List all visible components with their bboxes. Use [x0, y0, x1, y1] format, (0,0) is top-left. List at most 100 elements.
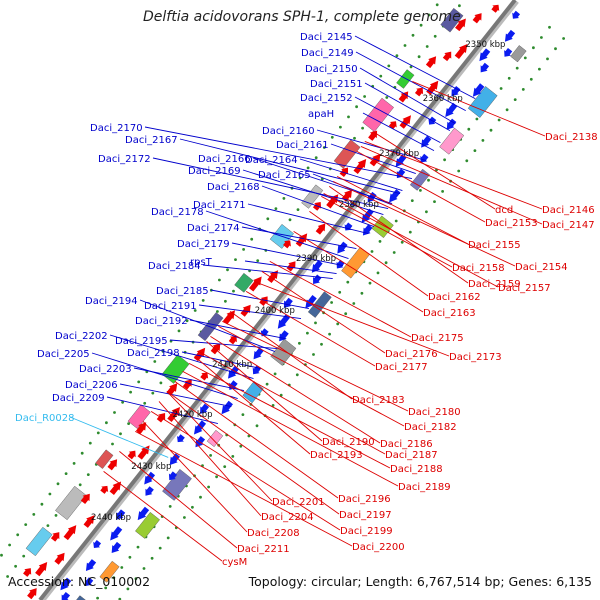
reverse-gene-arrow[interactable] [53, 550, 68, 566]
forward-gene-label[interactable]: apaH [308, 109, 334, 120]
forward-gene-arrow[interactable] [442, 102, 459, 120]
reverse-gene-label[interactable]: Daci_2157 [498, 283, 551, 294]
reverse-gene-label[interactable]: Daci_2153 [485, 218, 538, 229]
forward-gene-arrow[interactable] [90, 539, 102, 551]
reverse-gene-arrow[interactable] [209, 340, 223, 355]
reverse-gene-label[interactable]: Daci_2190 [322, 437, 375, 448]
reverse-gene-arrow[interactable] [126, 448, 138, 461]
reverse-gene-arrow[interactable] [368, 151, 384, 167]
reverse-gene-label[interactable]: Daci_2197 [339, 510, 392, 521]
forward-gene-arrow[interactable] [141, 471, 157, 487]
forward-gene-arrow[interactable] [57, 577, 73, 593]
forward-gene-label[interactable]: Daci_2165 [258, 170, 311, 181]
reverse-gene-arrow[interactable] [50, 529, 63, 542]
forward-gene-arrow[interactable] [443, 118, 457, 133]
reverse-gene-label[interactable]: Daci_2138 [545, 132, 598, 143]
forward-gene-label[interactable]: Daci_2167 [125, 135, 178, 146]
reverse-gene-arrow[interactable] [239, 302, 254, 318]
forward-gene-arrow[interactable] [113, 508, 127, 522]
forward-gene-arrow[interactable] [448, 85, 462, 99]
forward-gene-arrow[interactable] [218, 400, 234, 417]
forward-gene-label[interactable]: Daci_2172 [98, 154, 151, 165]
forward-gene-arrow[interactable] [501, 29, 516, 45]
reverse-gene-arrow[interactable] [398, 113, 414, 130]
forward-gene-arrow[interactable] [250, 346, 265, 362]
forward-gene-arrow[interactable] [142, 485, 155, 498]
reverse-gene-label[interactable]: Daci_2183 [352, 395, 405, 406]
reverse-gene-label[interactable]: Daci_2176 [385, 349, 438, 360]
forward-gene-arrow[interactable] [82, 576, 94, 589]
forward-gene-arrow[interactable] [107, 525, 124, 543]
forward-gene-arrow[interactable] [386, 188, 402, 205]
forward-gene-arrow[interactable] [417, 153, 429, 166]
reverse-gene-label[interactable]: Daci_2182 [404, 422, 457, 433]
reverse-gene-label[interactable]: Daci_2146 [542, 205, 595, 216]
forward-gene-arrow[interactable] [166, 470, 178, 483]
forward-gene-arrow[interactable] [477, 62, 490, 75]
reverse-gene-arrow[interactable] [227, 333, 239, 346]
forward-gene-label[interactable]: Daci_2168 [207, 182, 260, 193]
reverse-gene-label[interactable]: Daci_2159 [468, 279, 521, 290]
forward-gene-label[interactable]: Daci_2169 [188, 166, 241, 177]
reverse-gene-arrow[interactable] [222, 307, 239, 325]
forward-gene-label[interactable]: Daci_2205 [37, 349, 90, 360]
reverse-gene-label[interactable]: Daci_2177 [375, 362, 428, 373]
forward-gene-label[interactable]: Daci_2192 [135, 316, 188, 327]
forward-gene-arrow[interactable] [276, 329, 290, 344]
reverse-gene-label[interactable]: Daci_2155 [468, 240, 521, 251]
reverse-gene-arrow[interactable] [285, 258, 299, 272]
forward-gene-label[interactable]: Daci_2179 [177, 239, 230, 250]
forward-gene-label[interactable]: Daci_2151 [310, 79, 363, 90]
forward-gene-label[interactable]: Daci_2166 [198, 154, 251, 165]
reverse-gene-arrow[interactable] [248, 274, 265, 293]
reverse-gene-label[interactable]: Daci_2201 [272, 497, 325, 508]
reverse-gene-arrow[interactable] [22, 565, 34, 578]
reverse-gene-label[interactable]: Daci_2187 [385, 450, 438, 461]
reverse-gene-arrow[interactable] [266, 268, 282, 284]
reverse-gene-label[interactable]: Daci_2196 [338, 494, 391, 505]
forward-gene-arrow[interactable] [302, 294, 318, 311]
forward-gene-label[interactable]: Daci_2145 [300, 32, 353, 43]
forward-gene-label[interactable]: Daci_2161 [276, 140, 329, 151]
reverse-gene-arrow[interactable] [82, 512, 98, 528]
reverse-gene-label[interactable]: Daci_2189 [398, 482, 451, 493]
reverse-gene-arrow[interactable] [199, 370, 211, 382]
forward-gene-arrow[interactable] [58, 591, 71, 600]
forward-gene-arrow[interactable] [469, 82, 485, 99]
rna-gene-label[interactable]: Daci_R0028 [15, 413, 75, 424]
forward-gene-label[interactable]: Daci_2194 [85, 296, 138, 307]
reverse-gene-label[interactable]: Daci_2162 [428, 292, 481, 303]
forward-gene-arrow[interactable] [310, 273, 323, 286]
forward-gene-arrow[interactable] [308, 259, 324, 275]
reverse-gene-label[interactable]: Daci_2147 [542, 220, 595, 231]
reverse-gene-label[interactable]: cysM [222, 557, 247, 568]
reverse-gene-arrow[interactable] [352, 156, 369, 175]
forward-gene-arrow[interactable] [166, 452, 181, 468]
forward-gene-label[interactable]: Daci_2149 [301, 48, 354, 59]
reverse-gene-arrow[interactable] [314, 221, 328, 236]
reverse-gene-label[interactable]: Daci_2188 [390, 464, 443, 475]
forward-gene-label[interactable]: Daci_2195 [115, 336, 168, 347]
reverse-gene-arrow[interactable] [471, 10, 485, 24]
forward-gene-label[interactable]: Daci_2185 [156, 286, 209, 297]
reverse-gene-label[interactable]: Daci_2186 [380, 439, 433, 450]
reverse-gene-arrow[interactable] [108, 479, 124, 496]
reverse-gene-label[interactable]: dcd [495, 205, 513, 216]
reverse-gene-arrow[interactable] [442, 49, 455, 62]
forward-gene-label[interactable]: Daci_2203 [79, 364, 132, 375]
forward-gene-arrow[interactable] [392, 153, 408, 169]
forward-gene-label[interactable]: Daci_2178 [151, 207, 204, 218]
forward-gene-label[interactable]: Daci_2184 [148, 261, 201, 272]
reverse-gene-arrow[interactable] [453, 41, 470, 60]
reverse-gene-arrow[interactable] [388, 119, 400, 131]
reverse-gene-label[interactable]: Daci_2180 [408, 407, 461, 418]
forward-gene-arrow[interactable] [334, 241, 349, 257]
forward-gene-label[interactable]: Daci_2171 [193, 200, 246, 211]
forward-gene-label[interactable]: Daci_2164 [245, 155, 298, 166]
forward-gene-arrow[interactable] [191, 419, 208, 437]
reverse-gene-arrow[interactable] [99, 483, 111, 495]
reverse-gene-label[interactable]: Daci_2158 [452, 263, 505, 274]
reverse-gene-arrow[interactable] [454, 16, 470, 32]
reverse-gene-arrow[interactable] [80, 491, 94, 505]
forward-gene-arrow[interactable] [418, 135, 433, 151]
